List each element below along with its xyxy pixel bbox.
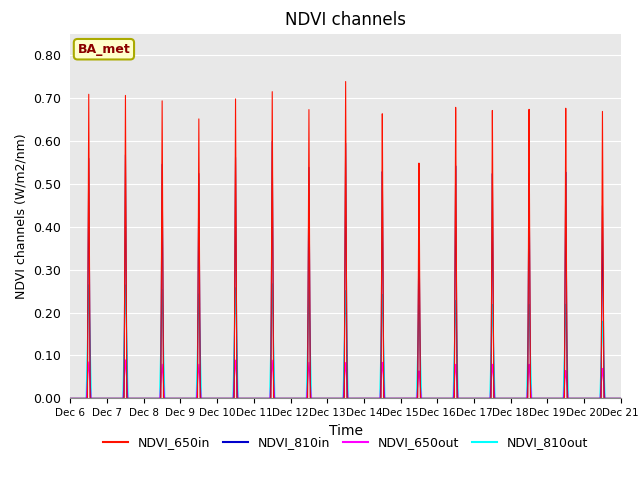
NDVI_810in: [268, 139, 276, 144]
NDVI_650out: [615, 396, 623, 401]
NDVI_650in: [342, 79, 349, 84]
NDVI_650out: [500, 396, 508, 401]
NDVI_650out: [273, 396, 280, 401]
NDVI_810out: [617, 396, 625, 401]
NDVI_650in: [179, 396, 186, 401]
NDVI_810out: [422, 396, 429, 401]
NDVI_810out: [615, 396, 623, 401]
NDVI_650out: [422, 396, 429, 401]
NDVI_810in: [617, 396, 625, 401]
NDVI_810in: [500, 396, 508, 401]
Title: NDVI channels: NDVI channels: [285, 11, 406, 29]
Line: NDVI_650in: NDVI_650in: [70, 82, 621, 398]
NDVI_650out: [617, 396, 625, 401]
Y-axis label: NDVI channels (W/m2/nm): NDVI channels (W/m2/nm): [14, 133, 27, 299]
NDVI_810in: [179, 396, 186, 401]
NDVI_810out: [179, 396, 186, 401]
NDVI_650out: [122, 357, 129, 363]
NDVI_650in: [500, 396, 508, 401]
NDVI_650in: [422, 396, 429, 401]
NDVI_810out: [268, 281, 276, 287]
NDVI_650out: [184, 396, 192, 401]
Legend: NDVI_650in, NDVI_810in, NDVI_650out, NDVI_810out: NDVI_650in, NDVI_810in, NDVI_650out, NDV…: [98, 431, 593, 454]
NDVI_650in: [184, 396, 192, 401]
NDVI_650in: [273, 396, 280, 401]
Text: BA_met: BA_met: [77, 43, 131, 56]
NDVI_810out: [500, 396, 508, 401]
NDVI_650in: [617, 396, 625, 401]
NDVI_810in: [615, 396, 623, 401]
Line: NDVI_810in: NDVI_810in: [70, 142, 621, 398]
NDVI_650out: [67, 396, 74, 401]
NDVI_810in: [67, 396, 74, 401]
NDVI_810out: [184, 396, 192, 401]
NDVI_810in: [422, 396, 429, 401]
NDVI_650in: [67, 396, 74, 401]
NDVI_810out: [273, 396, 280, 401]
NDVI_810in: [273, 396, 280, 401]
NDVI_810in: [184, 396, 192, 401]
Line: NDVI_650out: NDVI_650out: [70, 360, 621, 398]
NDVI_650out: [179, 396, 186, 401]
Line: NDVI_810out: NDVI_810out: [70, 284, 621, 398]
NDVI_650in: [615, 396, 623, 401]
NDVI_810out: [67, 396, 74, 401]
X-axis label: Time: Time: [328, 424, 363, 438]
